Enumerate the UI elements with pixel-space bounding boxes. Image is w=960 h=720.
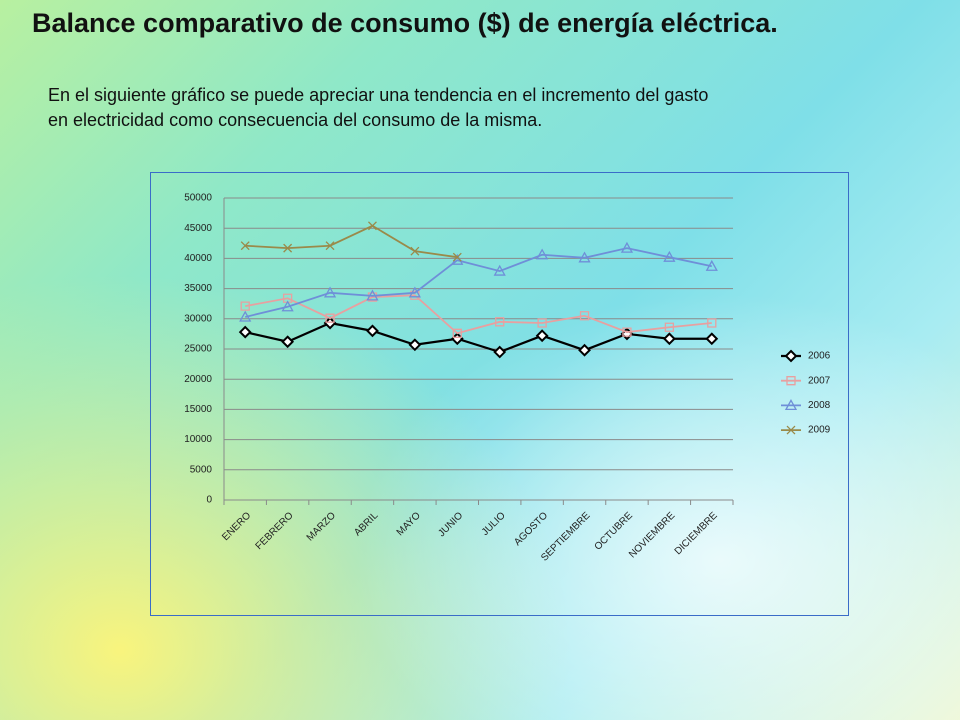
marker xyxy=(578,251,591,263)
series-line xyxy=(244,321,712,354)
marker xyxy=(578,343,591,357)
x-tick-label: ABRIL xyxy=(352,510,381,539)
series-line xyxy=(245,294,712,335)
x-tick-label: JUNIO xyxy=(436,510,465,539)
y-tick-label: 30000 xyxy=(184,313,212,324)
y-tick-label: 0 xyxy=(206,495,212,506)
marker xyxy=(281,300,294,312)
x-tick-label: ENERO xyxy=(220,510,253,543)
slide-body: En el siguiente gráfico se puede aprecia… xyxy=(48,83,868,133)
marker xyxy=(452,252,462,262)
legend-label: 2009 xyxy=(808,425,831,436)
y-tick-label: 10000 xyxy=(184,434,212,445)
legend-marker xyxy=(784,349,798,363)
marker xyxy=(323,286,337,298)
marker xyxy=(664,322,675,332)
y-tick-label: 5000 xyxy=(190,464,213,475)
marker xyxy=(663,250,676,262)
series-line xyxy=(244,247,712,318)
marker xyxy=(536,248,549,260)
y-tick-label: 20000 xyxy=(184,374,212,385)
marker xyxy=(493,264,506,276)
marker xyxy=(620,241,634,253)
legend-entry: 2006 xyxy=(781,349,831,363)
x-tick-label: JULIO xyxy=(480,510,508,538)
marker xyxy=(283,243,293,253)
legend-label: 2008 xyxy=(808,400,831,411)
marker xyxy=(622,327,632,337)
y-tick-label: 40000 xyxy=(184,253,212,264)
marker xyxy=(408,338,422,352)
marker xyxy=(240,301,250,311)
marker xyxy=(240,241,250,251)
chart-frame xyxy=(150,172,849,616)
y-tick-label: 15000 xyxy=(184,404,212,415)
marker xyxy=(325,313,335,323)
marker xyxy=(707,318,717,328)
x-tick-label: NOVIEMBRE xyxy=(627,510,677,560)
marker xyxy=(537,318,547,328)
marker xyxy=(238,325,252,339)
slide-title: Balance comparativo de consumo ($) de en… xyxy=(32,8,778,38)
x-tick-label: AGOSTO xyxy=(512,510,550,548)
marker xyxy=(366,324,379,338)
marker xyxy=(495,317,505,327)
marker xyxy=(323,316,337,330)
y-tick-label: 35000 xyxy=(184,283,212,294)
marker xyxy=(493,345,507,359)
marker xyxy=(366,289,379,301)
marker xyxy=(325,241,335,251)
y-tick-label: 50000 xyxy=(184,193,212,204)
legend-label: 2006 xyxy=(808,351,831,362)
legend-entry: 2007 xyxy=(781,375,831,386)
legend-marker xyxy=(784,399,798,411)
marker xyxy=(579,311,590,321)
x-tick-label: FEBRERO xyxy=(254,510,296,552)
x-tick-label: MARZO xyxy=(305,510,338,543)
y-tick-label: 45000 xyxy=(184,223,212,234)
marker xyxy=(239,310,252,322)
marker xyxy=(535,329,549,343)
legend-label: 2007 xyxy=(808,375,831,386)
marker xyxy=(705,332,719,346)
x-tick-label: OCTUBRE xyxy=(593,510,636,553)
marker xyxy=(408,286,421,298)
marker xyxy=(452,328,462,338)
marker xyxy=(281,335,295,349)
legend-entry: 2009 xyxy=(781,425,831,436)
series-line xyxy=(245,224,458,259)
legend-marker xyxy=(786,425,796,435)
y-tick-label: 25000 xyxy=(184,344,212,355)
marker xyxy=(282,293,293,303)
x-tick-label: MAYO xyxy=(395,510,423,538)
marker xyxy=(705,259,718,271)
marker xyxy=(410,246,420,256)
body-line: en electricidad como consecuencia del co… xyxy=(48,110,543,130)
legend-marker xyxy=(786,376,796,386)
marker xyxy=(662,332,676,346)
legend-entry: 2008 xyxy=(781,399,831,411)
x-tick-label: DICIEMBRE xyxy=(673,510,720,557)
body-line: En el siguiente gráfico se puede aprecia… xyxy=(48,85,709,105)
marker xyxy=(367,221,377,231)
